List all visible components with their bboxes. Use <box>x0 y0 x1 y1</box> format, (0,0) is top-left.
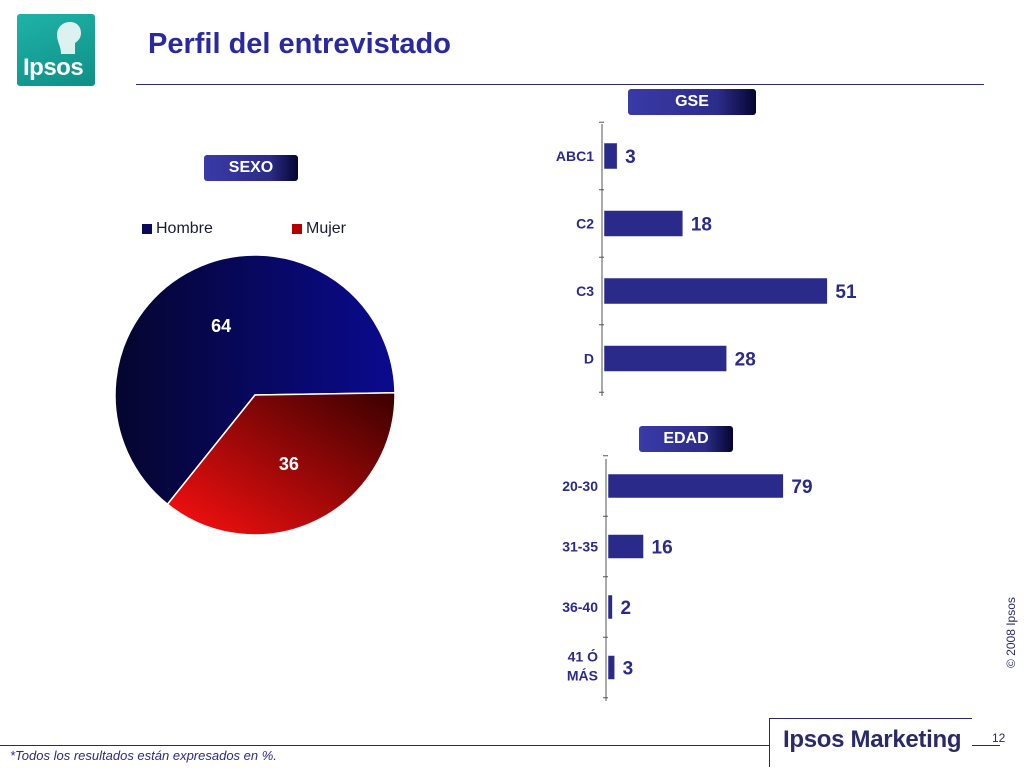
pie-slice-hombre <box>114 254 396 506</box>
footer-divider <box>0 745 1000 746</box>
gse-bar-chart: ABC1 3 C2 18 C3 51 D 28 <box>556 121 857 396</box>
ipsos-logo: Ipsos <box>17 14 95 86</box>
edad-value-label-20-30: 79 <box>791 477 812 498</box>
logo-text: Ipsos <box>23 54 84 81</box>
page-title: Perfil del entrevistado <box>148 28 451 60</box>
gse-value-label-d: 28 <box>735 350 756 371</box>
footnote: *Todos los resultados están expresados e… <box>10 748 277 763</box>
gse-bar-abc1 <box>603 142 618 170</box>
edad-bar-41-m-s <box>607 655 615 680</box>
gse-bar-c3 <box>603 277 828 305</box>
page-number: 12 <box>992 731 1006 745</box>
edad-category-label-20-30: 20-30 <box>562 478 598 494</box>
edad-category-label-31-35: 31-35 <box>562 539 598 555</box>
legend-swatch-mujer <box>292 223 302 234</box>
gse-bar-c2 <box>603 210 684 237</box>
sexo-pie-chart: 64 36 <box>114 254 396 536</box>
legend-label-hombre: Hombre <box>156 220 213 237</box>
edad-bar-chart: 20-30 79 31-35 16 36-40 2 41 Ó MÁS 3 <box>562 455 813 701</box>
legend-label-mujer: Mujer <box>306 220 347 237</box>
gse-tag: GSE <box>628 89 756 115</box>
gse-value-label-c3: 51 <box>835 282 857 303</box>
copyright-text: © 2008 Ipsos <box>1004 597 1018 668</box>
gse-value-label-abc1: 3 <box>625 147 636 168</box>
brand-box <box>769 718 972 767</box>
edad-bar-20-30 <box>607 473 784 499</box>
edad-tag: EDAD <box>639 426 733 452</box>
edad-bar-36-40 <box>607 594 613 620</box>
gse-category-label-c3: C3 <box>576 283 594 299</box>
pie-slice-mujer <box>166 392 396 536</box>
edad-value-label-31-35: 16 <box>652 538 673 559</box>
profile-head-icon <box>57 22 81 54</box>
title-divider <box>136 84 984 85</box>
sexo-tag: SEXO <box>204 155 298 181</box>
legend-item-mujer: Mujer <box>292 220 346 238</box>
gse-category-label-d: D <box>584 351 594 367</box>
edad-value-label-36-40: 2 <box>620 598 631 619</box>
brand-name: Ipsos Marketing <box>783 726 962 753</box>
gse-category-label-c2: C2 <box>576 216 594 232</box>
gse-value-label-c2: 18 <box>691 215 712 236</box>
gse-bar-d <box>603 345 727 372</box>
gse-category-label-abc1: ABC1 <box>556 148 594 164</box>
pie-value-label-mujer: 36 <box>279 454 299 474</box>
edad-category-label-41-m-s: 41 Ó MÁS <box>567 648 598 684</box>
legend-item-hombre: Hombre <box>142 220 213 238</box>
edad-bar-31-35 <box>607 534 644 559</box>
legend-swatch-hombre <box>142 223 152 234</box>
edad-category-label-36-40: 36-40 <box>562 599 598 615</box>
edad-value-label-41-m-s: 3 <box>623 659 634 680</box>
pie-value-label-hombre: 64 <box>211 316 231 336</box>
